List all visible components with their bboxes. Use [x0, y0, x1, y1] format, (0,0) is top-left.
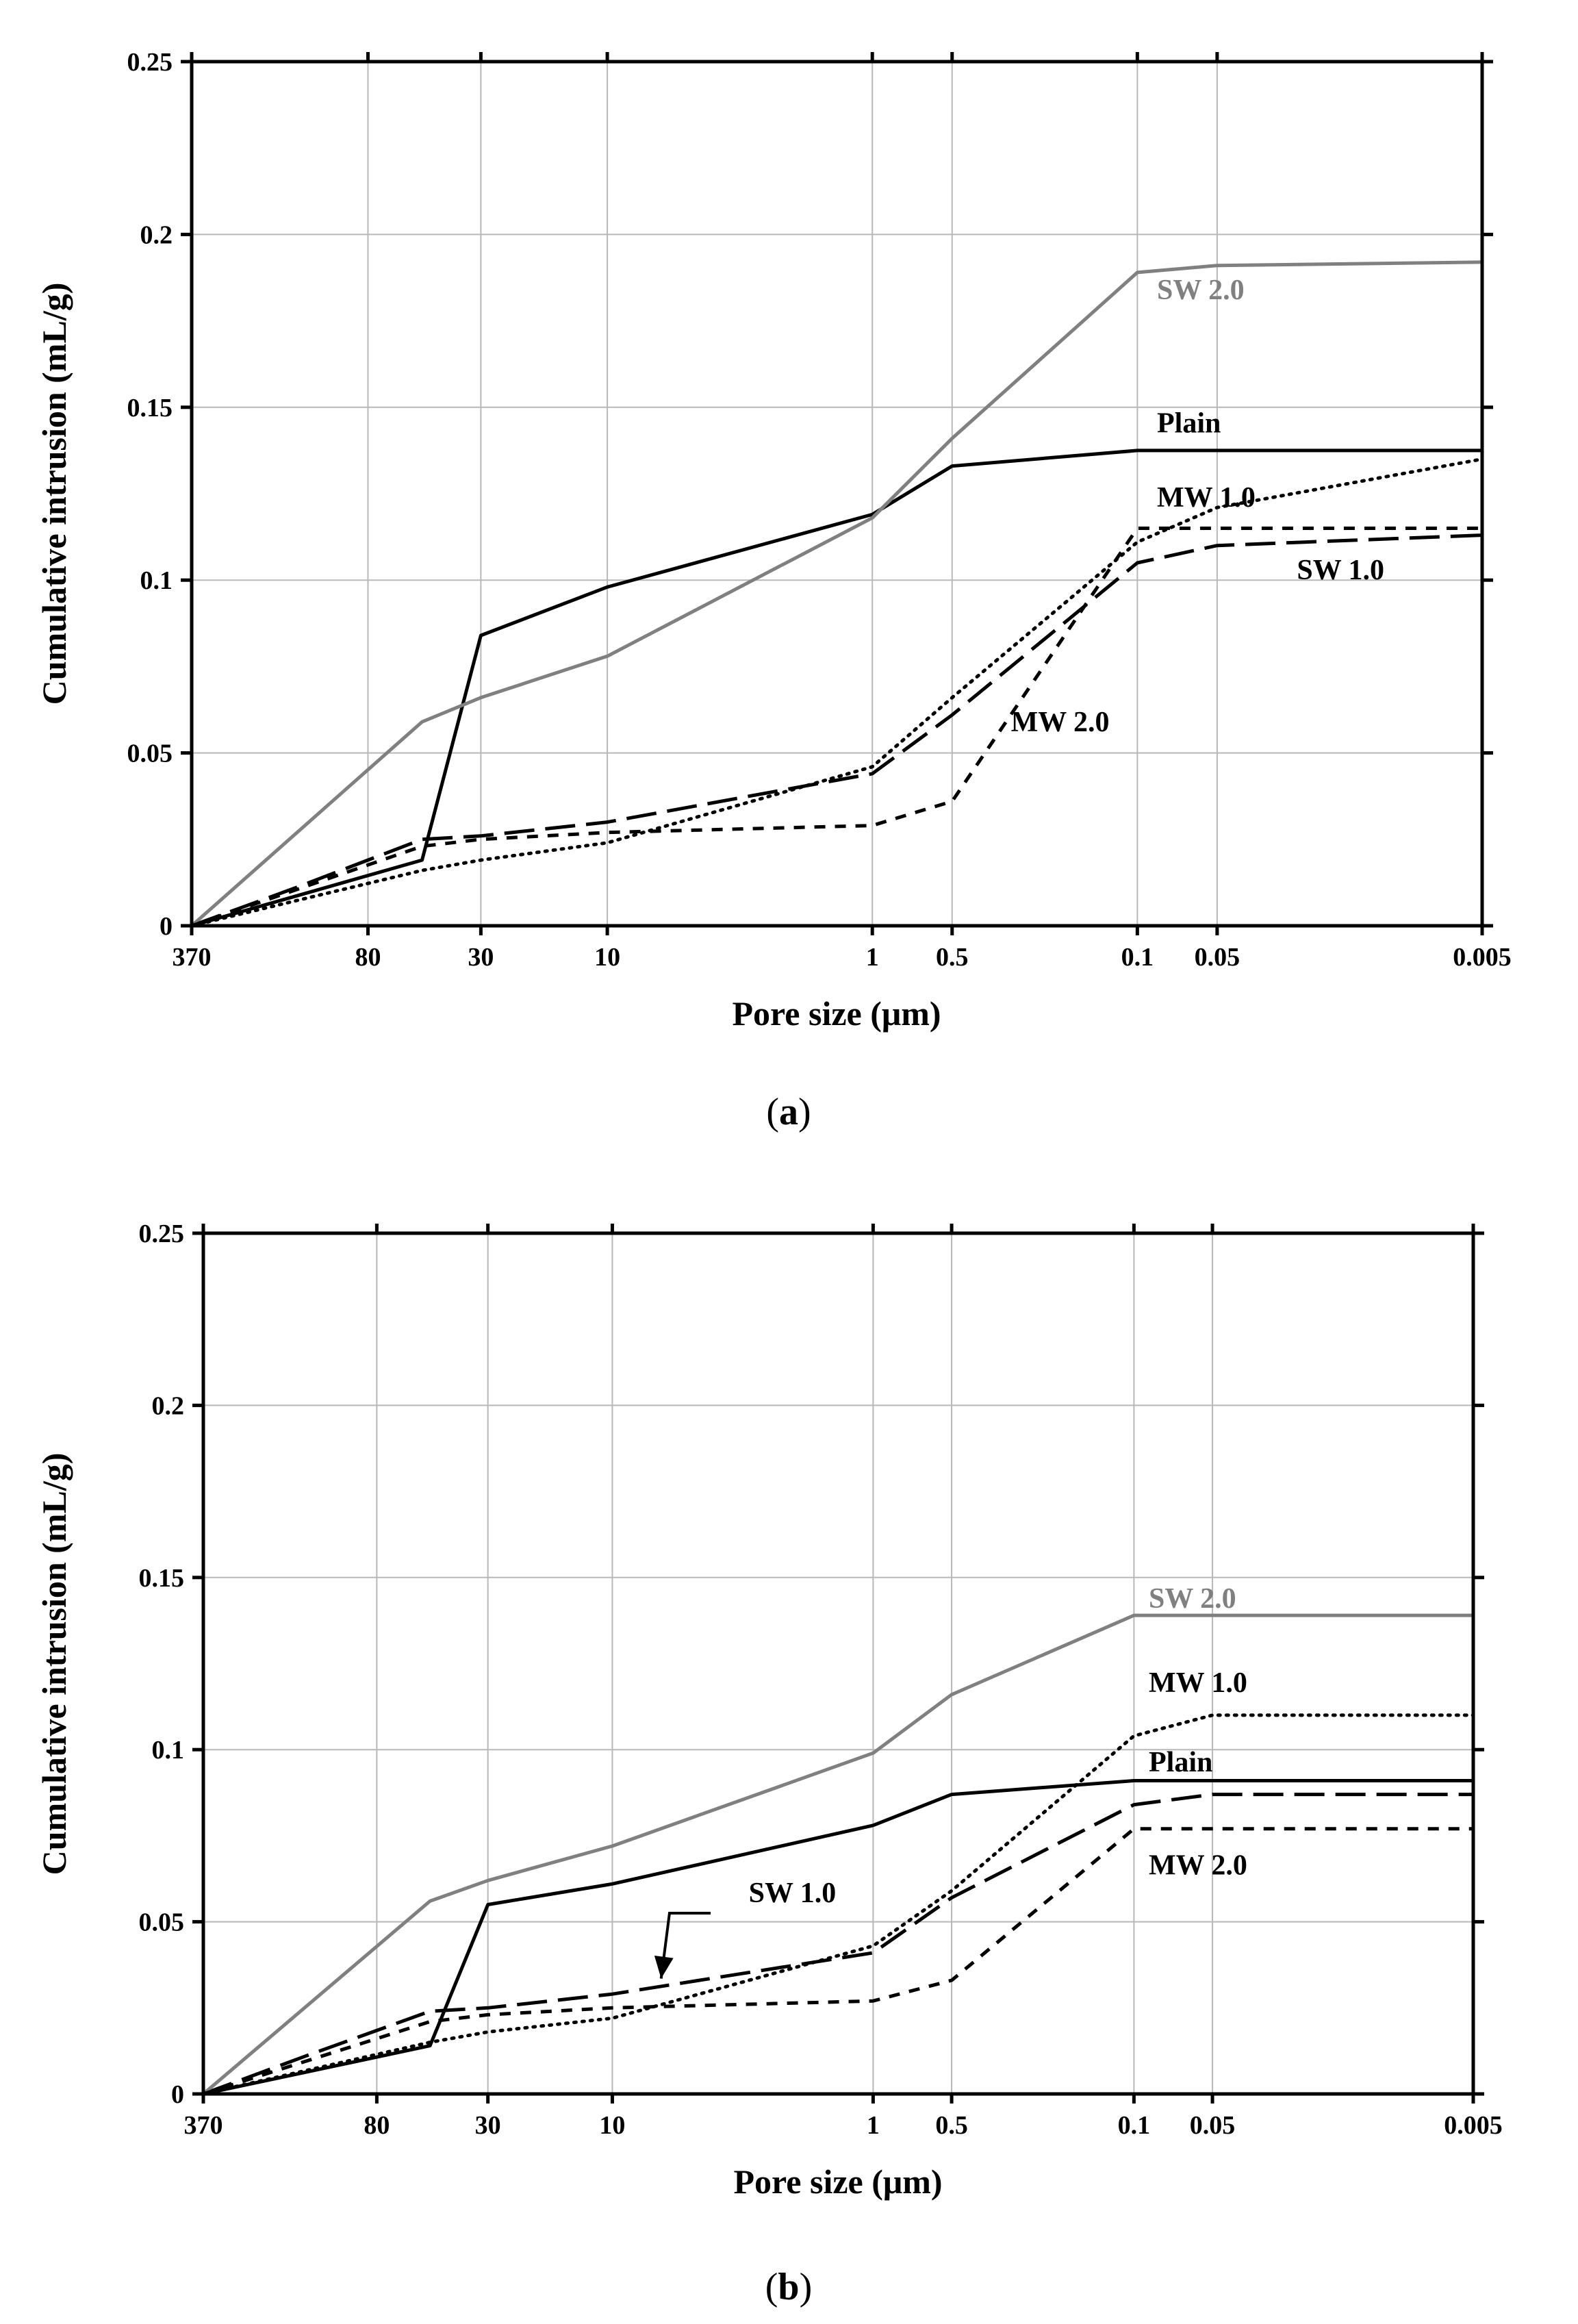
series-line-sw-1-0: [203, 1793, 1473, 2096]
x-tick-label: 1: [866, 943, 879, 972]
gridlines: [203, 1233, 1474, 2094]
series-label-mw-2-0: MW 2.0: [1149, 1850, 1247, 1882]
x-tick-label: 0.5: [936, 943, 969, 972]
y-tick-label: 0.2: [152, 1391, 185, 1420]
y-tick-label: 0: [160, 912, 173, 941]
x-tick-label: 0.5: [935, 2111, 968, 2140]
x-tick-label: 80: [355, 943, 381, 972]
x-tick-label: 10: [594, 943, 620, 972]
caption-b: (b): [765, 2266, 812, 2308]
x-axis-title: Pore size (μm): [733, 2162, 942, 2201]
axis-ticks: [192, 1224, 1484, 2104]
x-tick-label: 10: [599, 2111, 625, 2140]
annotations: [654, 1912, 711, 1979]
x-tick-label: 80: [364, 2111, 390, 2140]
caption-close: ): [798, 1091, 811, 1133]
plot-frame: [201, 1231, 1475, 2096]
series-label-mw-1-0: MW 1.0: [1157, 482, 1256, 514]
series-line-plain: [203, 1779, 1473, 2096]
series-line-mw-1-0: [190, 457, 1484, 928]
caption-open: (: [766, 1091, 779, 1133]
series-label-sw-2-0: SW 2.0: [1157, 275, 1245, 306]
x-tick-label: 1: [867, 2111, 880, 2140]
series-lines: [190, 260, 1484, 928]
x-tick-label: 0.005: [1453, 943, 1512, 972]
series-label-plain: Plain: [1157, 408, 1221, 440]
series-labels: Plain SW 1.0 SW 2.0 MW 1.0 MW 2.0: [1011, 275, 1384, 738]
x-axis-title: Pore size (μm): [732, 994, 941, 1033]
series-line-mw-2-0: [203, 1827, 1473, 2096]
y-tick-labels: 0 0.05 0.1 0.15 0.2 0.25: [127, 48, 173, 941]
y-tick-label: 0.2: [140, 220, 173, 249]
series-line-mw-1-0: [201, 1713, 1475, 2096]
annotation-arrow-line: [659, 1912, 711, 1979]
x-tick-label: 30: [475, 2111, 501, 2140]
y-tick-label: 0.25: [139, 1220, 185, 1248]
series-line-plain: [191, 449, 1482, 928]
caption-letter: b: [778, 2266, 799, 2308]
y-tick-label: 0.15: [127, 394, 173, 422]
series-line-sw-2-0: [190, 260, 1483, 927]
y-tick-labels: 0 0.05 0.1 0.15 0.2 0.25: [139, 1220, 185, 2109]
y-tick-label: 0.25: [127, 48, 173, 77]
x-tick-label: 0.05: [1195, 943, 1240, 972]
series-line-sw-2-0: [202, 1613, 1473, 2095]
caption-open: (: [765, 2266, 778, 2308]
x-tick-label: 370: [184, 2111, 223, 2140]
y-axis-title: Cumulative intrusion (mL/g): [35, 283, 73, 705]
series-label-sw-1-0: SW 1.0: [1297, 555, 1384, 586]
series-line-sw-1-0: [191, 533, 1483, 928]
x-tick-label: 0.1: [1121, 943, 1154, 972]
caption-close: ): [800, 2266, 813, 2308]
y-tick-label: 0.05: [139, 1908, 185, 1937]
series-labels: Plain SW 1.0 SW 2.0 MW 1.0 MW 2.0: [749, 1583, 1247, 1909]
x-tick-label: 0.05: [1190, 2111, 1236, 2140]
y-tick-label: 0: [171, 2080, 184, 2109]
y-tick-label: 0.1: [140, 566, 173, 595]
caption-letter: a: [779, 1091, 798, 1133]
chart-panel-b: 370 80 30 10 1 0.5 0.1 0.05 0.005 0 0.05 0.1 0.15 0.…: [35, 1220, 1503, 2308]
gridlines: [191, 62, 1483, 926]
x-tick-label: 370: [173, 943, 212, 972]
x-tick-label: 0.1: [1118, 2111, 1151, 2140]
series-label-sw-2-0: SW 2.0: [1149, 1583, 1236, 1615]
annotation-arrow-head: [654, 1956, 674, 1979]
series-label-sw-1-0: SW 1.0: [749, 1878, 837, 1909]
x-tick-label: 30: [468, 943, 494, 972]
axis-ticks: [181, 52, 1493, 935]
y-tick-label: 0.15: [139, 1564, 185, 1593]
y-tick-label: 0.05: [127, 740, 173, 768]
x-tick-label: 0.005: [1444, 2111, 1503, 2140]
y-tick-label: 0.1: [152, 1736, 185, 1765]
caption-a: (a): [766, 1091, 811, 1133]
series-lines: [201, 1613, 1475, 2096]
chart-panel-a: 370 80 30 10 1 0.5 0.1 0.05 0.005 0 0.05 0.1 0.15 0.…: [35, 48, 1512, 1133]
series-label-mw-2-0: MW 2.0: [1011, 707, 1110, 738]
plot-frame: [190, 60, 1484, 928]
x-tick-labels: 370 80 30 10 1 0.5 0.1 0.05 0.005: [184, 2111, 1503, 2140]
series-label-mw-1-0: MW 1.0: [1149, 1667, 1247, 1699]
x-tick-labels: 370 80 30 10 1 0.5 0.1 0.05 0.005: [173, 943, 1512, 972]
y-axis-title: Cumulative intrusion (mL/g): [35, 1453, 73, 1875]
series-label-plain: Plain: [1149, 1747, 1212, 1778]
